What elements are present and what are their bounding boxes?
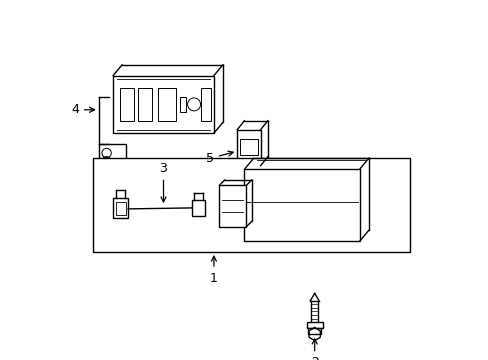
Bar [99,144,125,167]
Text: 5: 5 [205,151,233,165]
Bar [306,322,322,328]
Bar [179,97,186,112]
Bar [115,202,125,215]
Text: 1: 1 [209,256,217,285]
Bar [244,169,359,241]
Bar [93,158,409,252]
Bar [237,130,260,166]
Bar [120,88,134,121]
Bar [201,88,211,121]
Bar [158,88,176,121]
Bar [192,200,204,216]
Bar [307,328,321,334]
Text: 4: 4 [71,103,94,116]
Text: 3: 3 [159,162,167,202]
Bar [113,198,128,218]
Bar [240,139,257,155]
Bar [219,185,246,227]
Bar [241,166,257,175]
Bar [113,76,213,133]
Bar [138,88,152,121]
Text: 2: 2 [310,339,318,360]
